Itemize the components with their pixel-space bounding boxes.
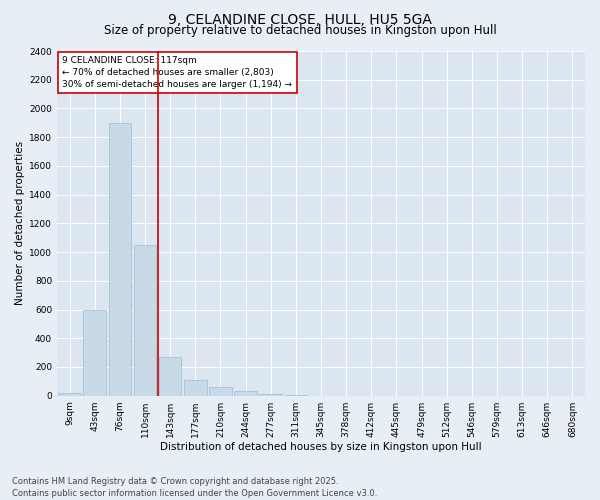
- Bar: [209, 387, 232, 396]
- Y-axis label: Number of detached properties: Number of detached properties: [15, 142, 25, 306]
- Bar: [134, 245, 157, 396]
- Bar: [109, 123, 131, 396]
- Text: 9, CELANDINE CLOSE, HULL, HU5 5GA: 9, CELANDINE CLOSE, HULL, HU5 5GA: [168, 12, 432, 26]
- Bar: [159, 357, 181, 396]
- Bar: [234, 390, 257, 396]
- Text: Contains HM Land Registry data © Crown copyright and database right 2025.
Contai: Contains HM Land Registry data © Crown c…: [12, 476, 377, 498]
- Bar: [284, 395, 307, 396]
- Bar: [184, 380, 206, 396]
- Bar: [83, 310, 106, 396]
- Text: Size of property relative to detached houses in Kingston upon Hull: Size of property relative to detached ho…: [104, 24, 496, 37]
- X-axis label: Distribution of detached houses by size in Kingston upon Hull: Distribution of detached houses by size …: [160, 442, 482, 452]
- Bar: [259, 394, 282, 396]
- Text: 9 CELANDINE CLOSE: 117sqm
← 70% of detached houses are smaller (2,803)
30% of se: 9 CELANDINE CLOSE: 117sqm ← 70% of detac…: [62, 56, 292, 89]
- Bar: [58, 393, 81, 396]
